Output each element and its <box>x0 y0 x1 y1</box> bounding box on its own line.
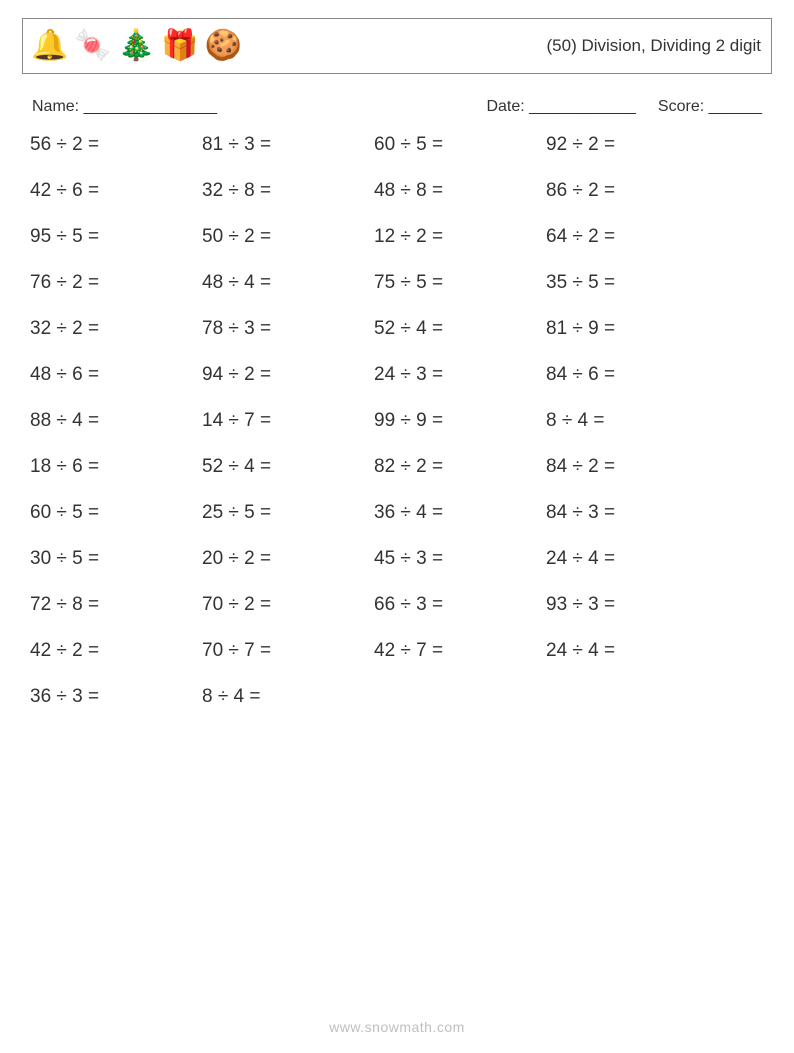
problem-cell: 86 ÷ 2 = <box>546 180 718 202</box>
problem-cell: 30 ÷ 5 = <box>30 548 202 570</box>
problem-cell: 8 ÷ 4 = <box>546 410 718 432</box>
problem-cell: 14 ÷ 7 = <box>202 410 374 432</box>
bell-icon: 🔔 <box>31 31 68 61</box>
problem-row: 30 ÷ 5 =20 ÷ 2 =45 ÷ 3 =24 ÷ 4 = <box>30 548 764 570</box>
problem-cell: 94 ÷ 2 = <box>202 364 374 386</box>
problem-cell: 84 ÷ 6 = <box>546 364 718 386</box>
problem-cell: 93 ÷ 3 = <box>546 594 718 616</box>
problem-cell: 36 ÷ 3 = <box>30 686 202 708</box>
problem-cell: 75 ÷ 5 = <box>374 272 546 294</box>
header-box: 🔔 🍬 🎄 🎁 🍪 (50) Division, Dividing 2 digi… <box>22 18 772 74</box>
problem-row: 32 ÷ 2 =78 ÷ 3 =52 ÷ 4 =81 ÷ 9 = <box>30 318 764 340</box>
problem-cell: 95 ÷ 5 = <box>30 226 202 248</box>
problem-cell: 24 ÷ 4 = <box>546 640 718 662</box>
name-field: Name: _______________ <box>32 98 217 116</box>
problem-cell: 82 ÷ 2 = <box>374 456 546 478</box>
problem-cell: 35 ÷ 5 = <box>546 272 718 294</box>
problem-cell: 24 ÷ 4 = <box>546 548 718 570</box>
problem-row: 72 ÷ 8 =70 ÷ 2 =66 ÷ 3 =93 ÷ 3 = <box>30 594 764 616</box>
problem-cell: 84 ÷ 2 = <box>546 456 718 478</box>
problem-cell: 42 ÷ 6 = <box>30 180 202 202</box>
problem-row: 88 ÷ 4 =14 ÷ 7 =99 ÷ 9 =8 ÷ 4 = <box>30 410 764 432</box>
problem-cell: 50 ÷ 2 = <box>202 226 374 248</box>
problem-cell: 32 ÷ 8 = <box>202 180 374 202</box>
problem-cell: 81 ÷ 9 = <box>546 318 718 340</box>
problem-cell: 70 ÷ 2 = <box>202 594 374 616</box>
problems-grid: 56 ÷ 2 =81 ÷ 3 =60 ÷ 5 =92 ÷ 2 =42 ÷ 6 =… <box>30 134 764 708</box>
problem-cell: 48 ÷ 4 = <box>202 272 374 294</box>
problem-cell: 20 ÷ 2 = <box>202 548 374 570</box>
cookie-icon: 🍪 <box>204 31 241 61</box>
candy-cane-icon: 🍬 <box>74 31 111 61</box>
problem-cell: 81 ÷ 3 = <box>202 134 374 156</box>
problem-cell: 32 ÷ 2 = <box>30 318 202 340</box>
problem-cell: 84 ÷ 3 = <box>546 502 718 524</box>
problem-cell <box>546 686 718 708</box>
problem-cell: 42 ÷ 2 = <box>30 640 202 662</box>
problem-row: 42 ÷ 2 =70 ÷ 7 =42 ÷ 7 =24 ÷ 4 = <box>30 640 764 662</box>
problem-cell: 12 ÷ 2 = <box>374 226 546 248</box>
problem-row: 18 ÷ 6 =52 ÷ 4 =82 ÷ 2 =84 ÷ 2 = <box>30 456 764 478</box>
problem-cell: 64 ÷ 2 = <box>546 226 718 248</box>
problem-cell: 36 ÷ 4 = <box>374 502 546 524</box>
problem-cell <box>374 686 546 708</box>
worksheet-title: (50) Division, Dividing 2 digit <box>547 36 761 56</box>
problem-cell: 42 ÷ 7 = <box>374 640 546 662</box>
problem-cell: 60 ÷ 5 = <box>374 134 546 156</box>
problem-cell: 24 ÷ 3 = <box>374 364 546 386</box>
problem-cell: 48 ÷ 6 = <box>30 364 202 386</box>
problem-cell: 76 ÷ 2 = <box>30 272 202 294</box>
problem-cell: 92 ÷ 2 = <box>546 134 718 156</box>
header-icons: 🔔 🍬 🎄 🎁 🍪 <box>31 31 242 61</box>
problem-cell: 52 ÷ 4 = <box>202 456 374 478</box>
problem-cell: 45 ÷ 3 = <box>374 548 546 570</box>
problem-cell: 99 ÷ 9 = <box>374 410 546 432</box>
problem-row: 56 ÷ 2 =81 ÷ 3 =60 ÷ 5 =92 ÷ 2 = <box>30 134 764 156</box>
problem-row: 48 ÷ 6 =94 ÷ 2 =24 ÷ 3 =84 ÷ 6 = <box>30 364 764 386</box>
date-field: Date: ____________ <box>486 98 635 116</box>
problem-row: 42 ÷ 6 =32 ÷ 8 =48 ÷ 8 =86 ÷ 2 = <box>30 180 764 202</box>
problem-cell: 48 ÷ 8 = <box>374 180 546 202</box>
problem-cell: 72 ÷ 8 = <box>30 594 202 616</box>
problem-cell: 78 ÷ 3 = <box>202 318 374 340</box>
problem-cell: 8 ÷ 4 = <box>202 686 374 708</box>
problem-cell: 25 ÷ 5 = <box>202 502 374 524</box>
problem-row: 60 ÷ 5 =25 ÷ 5 =36 ÷ 4 =84 ÷ 3 = <box>30 502 764 524</box>
problem-cell: 52 ÷ 4 = <box>374 318 546 340</box>
wreath-icon: 🎁 <box>161 31 198 61</box>
problem-row: 76 ÷ 2 =48 ÷ 4 =75 ÷ 5 =35 ÷ 5 = <box>30 272 764 294</box>
problem-cell: 60 ÷ 5 = <box>30 502 202 524</box>
info-line: Name: _______________ Date: ____________… <box>32 98 762 116</box>
problem-cell: 70 ÷ 7 = <box>202 640 374 662</box>
problem-row: 95 ÷ 5 =50 ÷ 2 =12 ÷ 2 =64 ÷ 2 = <box>30 226 764 248</box>
problem-cell: 18 ÷ 6 = <box>30 456 202 478</box>
footer-url: www.snowmath.com <box>0 1019 794 1035</box>
problem-cell: 56 ÷ 2 = <box>30 134 202 156</box>
ornament-icon: 🎄 <box>118 31 155 61</box>
problem-row: 36 ÷ 3 =8 ÷ 4 = <box>30 686 764 708</box>
problem-cell: 66 ÷ 3 = <box>374 594 546 616</box>
score-field: Score: ______ <box>658 98 762 116</box>
problem-cell: 88 ÷ 4 = <box>30 410 202 432</box>
